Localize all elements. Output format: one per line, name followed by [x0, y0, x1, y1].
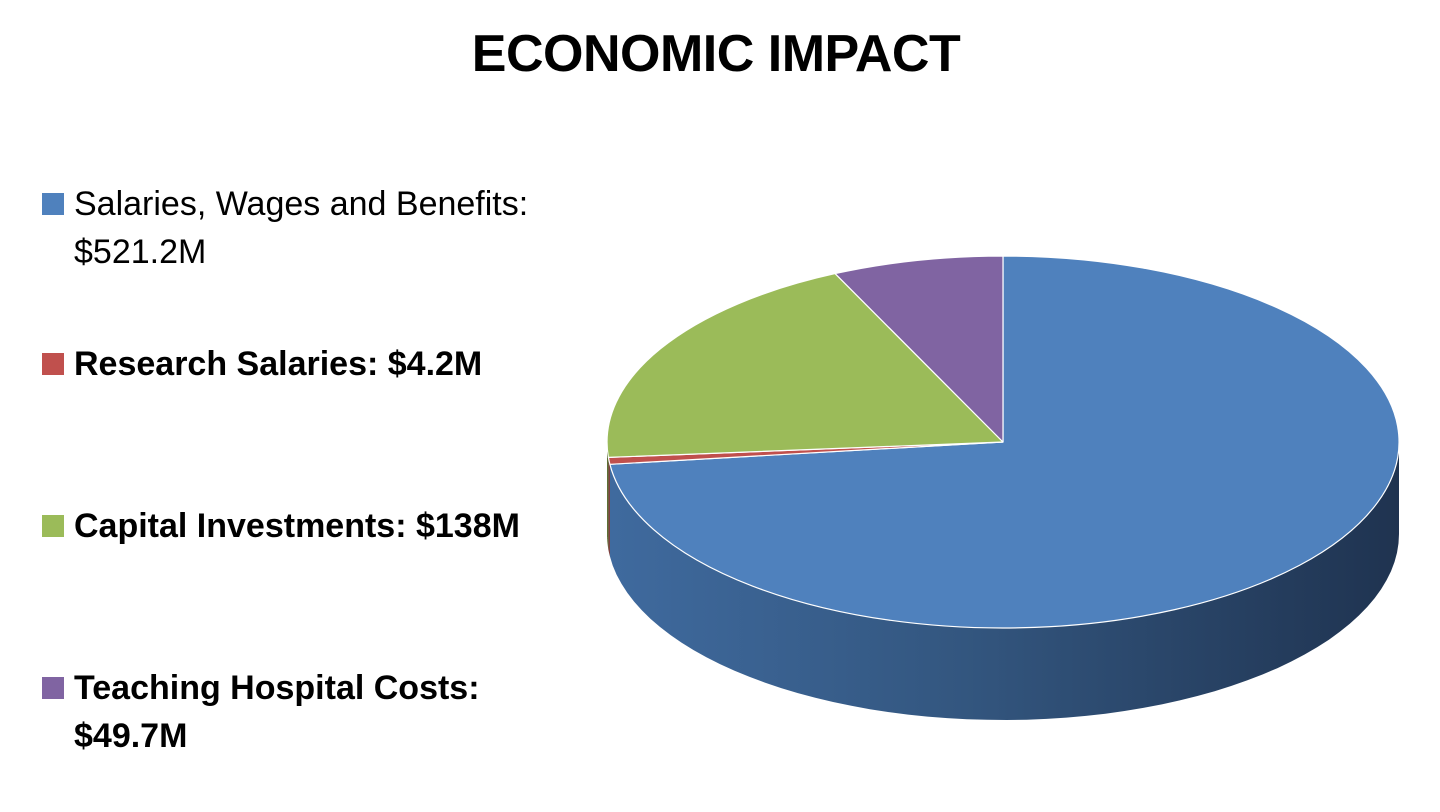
pie-slice-teaching-hospital-costs	[834, 255, 1004, 443]
legend-label-salaries: Salaries, Wages and Benefits: $521.2M	[74, 185, 529, 271]
pie-side-capital-investments	[607, 442, 609, 550]
pie-slices	[606, 255, 1400, 720]
legend-label-research-salaries: Research Salaries: $4.2M	[74, 345, 483, 383]
pie-slice-salaries-wages-and-benefits	[609, 255, 1400, 629]
legend-item-teaching-hospital: Teaching Hospital Costs: $49.7M	[42, 664, 582, 760]
pie-side-research-salaries	[608, 457, 610, 557]
legend-swatch-research-salaries	[42, 353, 64, 375]
pie-slice-capital-investments	[606, 273, 1004, 458]
pie-side-salaries-wages-and-benefits	[609, 442, 1399, 720]
legend-swatch-salaries	[42, 193, 64, 215]
legend-swatch-teaching-hospital	[42, 677, 64, 699]
legend-swatch-capital-investments	[42, 515, 64, 537]
legend-item-capital-investments: Capital Investments: $138M	[42, 502, 582, 550]
chart-title: ECONOMIC IMPACT	[471, 25, 961, 83]
legend-label-teaching-hospital: Teaching Hospital Costs: $49.7M	[74, 669, 480, 755]
legend-item-salaries: Salaries, Wages and Benefits: $521.2M	[42, 180, 582, 276]
legend-label-capital-investments: Capital Investments: $138M	[74, 507, 520, 545]
legend-item-research-salaries: Research Salaries: $4.2M	[42, 340, 582, 388]
